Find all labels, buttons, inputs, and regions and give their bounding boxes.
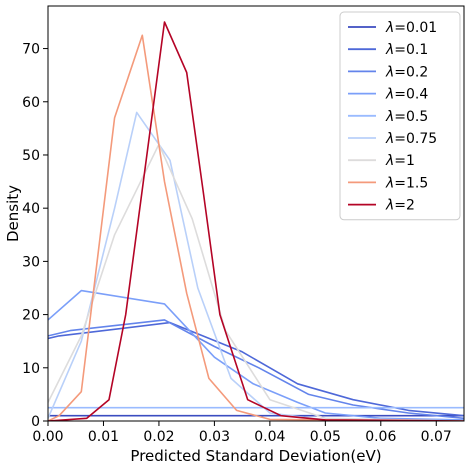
legend: λ=0.01 λ=0.1 λ=0.2 λ=0.4 λ=0.5 λ=0.75 λ=1 λ=1.5… (339, 11, 461, 221)
y-tick-label: 40 (22, 201, 40, 217)
y-tick-label: 10 (22, 361, 40, 377)
y-tick-label: 50 (22, 148, 40, 164)
plot-frame (47, 5, 465, 422)
y-tick-label: 60 (22, 95, 40, 111)
x-tick-label: 0.05 (310, 429, 341, 445)
series-line-7 (48, 34, 464, 421)
legend-entry: λ=1.5 (385, 175, 428, 191)
y-axis-label: Density (4, 185, 22, 242)
x-tick-label: 0.03 (199, 429, 230, 445)
series-line-5 (48, 111, 464, 421)
y-tick-label: 30 (22, 254, 40, 270)
x-tick-label: 0.01 (88, 429, 119, 445)
legend-entry: λ=0.2 (385, 64, 428, 80)
legend-entry: λ=2 (385, 198, 415, 214)
y-ticks: 0 10 20 30 40 50 60 70 (22, 42, 48, 430)
legend-entry: λ=0.1 (385, 42, 428, 58)
x-axis-label: Predicted Standard Deviation(eV) (130, 447, 381, 465)
legend-entry: λ=0.75 (385, 131, 437, 147)
x-tick-label: 0.07 (421, 429, 452, 445)
x-tick-label: 0.04 (254, 429, 285, 445)
series-line-3 (48, 289, 464, 421)
legend-box (339, 11, 461, 221)
y-tick-label: 70 (22, 42, 40, 58)
y-tick-label: 20 (22, 308, 40, 324)
series-lines (48, 21, 464, 421)
series-line-1 (48, 321, 464, 417)
x-ticks: 0.00 0.01 0.02 0.03 0.04 0.05 0.06 0.07 (32, 421, 452, 445)
x-tick-label: 0.02 (143, 429, 174, 445)
x-tick-label: 0.06 (365, 429, 396, 445)
legend-entry: λ=1 (385, 153, 415, 169)
x-tick-label: 0.00 (32, 429, 63, 445)
legend-entry: λ=0.4 (385, 87, 428, 103)
legend-entry: λ=0.01 (385, 20, 437, 36)
legend-entry: λ=0.5 (385, 109, 428, 125)
y-tick-label: 0 (31, 414, 40, 430)
series-line-8 (48, 21, 464, 421)
series-line-2 (48, 319, 464, 420)
